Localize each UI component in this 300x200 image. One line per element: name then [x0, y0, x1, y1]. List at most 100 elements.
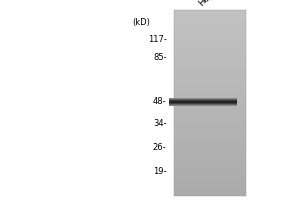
Bar	[174, 38, 246, 39]
Bar	[174, 72, 246, 73]
Bar	[174, 71, 246, 72]
Bar	[174, 151, 246, 152]
Bar	[174, 163, 246, 164]
Bar	[174, 181, 246, 182]
Bar	[174, 69, 246, 70]
Bar	[174, 63, 246, 64]
Bar	[169, 101, 237, 102]
Bar	[169, 98, 237, 99]
Bar	[174, 13, 246, 14]
Bar	[174, 143, 246, 144]
Bar	[174, 42, 246, 43]
Bar	[174, 171, 246, 172]
Bar	[174, 155, 246, 156]
Bar	[174, 104, 246, 105]
Bar	[174, 150, 246, 151]
Bar	[174, 61, 246, 62]
Bar	[174, 49, 246, 50]
Bar	[174, 81, 246, 83]
Bar	[174, 49, 246, 50]
Bar	[169, 100, 237, 101]
Bar	[174, 163, 246, 164]
Bar	[174, 126, 246, 127]
Bar	[174, 145, 246, 146]
Bar	[174, 103, 246, 104]
Bar	[174, 140, 246, 141]
Bar	[174, 39, 246, 40]
Bar	[174, 153, 246, 154]
Bar	[174, 176, 246, 177]
Bar	[174, 157, 246, 158]
Bar	[174, 13, 246, 14]
Bar	[174, 133, 246, 134]
Bar	[174, 17, 246, 18]
Bar	[169, 105, 237, 106]
Bar	[174, 37, 246, 39]
Bar	[174, 117, 246, 118]
Bar	[174, 16, 246, 17]
Bar	[174, 135, 246, 136]
Bar	[174, 169, 246, 170]
Bar	[174, 134, 246, 135]
Bar	[174, 93, 246, 94]
Bar	[174, 68, 246, 70]
Bar	[169, 102, 237, 103]
Bar	[174, 124, 246, 125]
Bar	[174, 187, 246, 188]
Bar	[174, 138, 246, 140]
Text: HepG2: HepG2	[197, 0, 223, 8]
Bar	[174, 50, 246, 51]
Bar	[174, 122, 246, 123]
Bar	[174, 62, 246, 63]
Bar	[174, 140, 246, 141]
Bar	[174, 127, 246, 128]
Bar	[174, 180, 246, 181]
Bar	[174, 14, 246, 16]
Bar	[174, 182, 246, 183]
Bar	[174, 33, 246, 34]
Bar	[174, 158, 246, 159]
Bar	[174, 158, 246, 159]
Bar	[174, 36, 246, 37]
Bar	[174, 81, 246, 82]
Bar	[174, 100, 246, 101]
Bar	[174, 170, 246, 171]
Bar	[174, 114, 246, 115]
Bar	[174, 72, 246, 73]
Bar	[174, 169, 246, 171]
Bar	[174, 186, 246, 187]
Bar	[174, 148, 246, 149]
Bar	[174, 94, 246, 96]
Bar	[174, 18, 246, 19]
Bar	[174, 55, 246, 56]
Text: (kD): (kD)	[132, 18, 150, 27]
Bar	[174, 175, 246, 176]
Bar	[174, 137, 246, 138]
Bar	[174, 108, 246, 109]
Bar	[174, 60, 246, 61]
Bar	[174, 84, 246, 85]
Bar	[174, 76, 246, 77]
Bar	[169, 104, 237, 105]
Bar	[174, 187, 246, 189]
Bar	[174, 58, 246, 59]
Bar	[174, 166, 246, 167]
Bar	[174, 174, 246, 176]
Bar	[174, 188, 246, 189]
Bar	[174, 111, 246, 112]
Bar	[174, 125, 246, 126]
Bar	[174, 19, 246, 20]
Bar	[174, 18, 246, 19]
Bar	[174, 106, 246, 107]
Bar	[174, 144, 246, 145]
Bar	[174, 52, 246, 53]
Bar	[174, 65, 246, 66]
Bar	[174, 9, 246, 11]
Bar	[174, 171, 246, 172]
Bar	[174, 125, 246, 127]
Bar	[174, 109, 246, 110]
Bar	[174, 34, 246, 35]
Bar	[174, 52, 246, 53]
Bar	[174, 112, 246, 113]
Text: 34-: 34-	[153, 119, 166, 129]
